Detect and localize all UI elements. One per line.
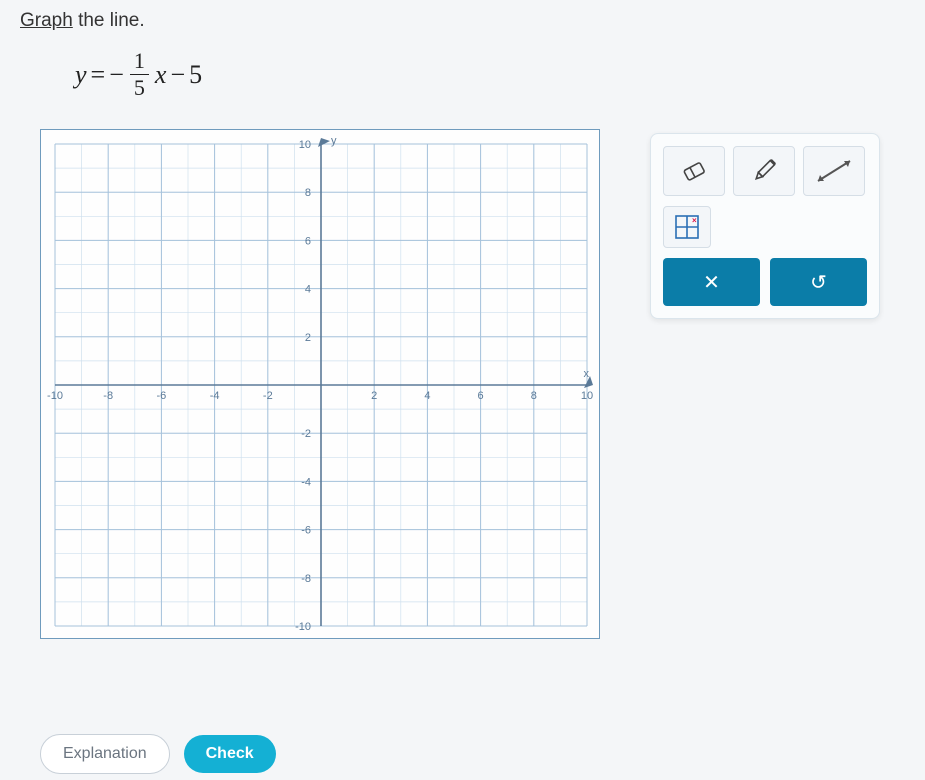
svg-text:8: 8: [305, 187, 311, 199]
svg-text:10: 10: [299, 139, 311, 151]
svg-text:y: y: [331, 135, 337, 147]
eq-sign: =: [91, 60, 106, 90]
svg-text:-4: -4: [301, 476, 311, 488]
instruction-text: Graph the line.: [20, 10, 905, 32]
svg-text:6: 6: [305, 235, 311, 247]
eq-numerator: 1: [130, 50, 149, 72]
bottom-button-row: Explanation Check: [40, 734, 276, 774]
close-icon: ✕: [703, 270, 720, 295]
equation: y = − 1 5 x − 5: [75, 50, 905, 99]
action-row: ✕ ↺: [663, 258, 867, 306]
grid-tool[interactable]: ×: [663, 206, 711, 248]
line-icon: [814, 156, 854, 186]
line-tool[interactable]: [803, 146, 865, 196]
graph-grid: -10 -8 -6 -4 -2 2 4 6 8 10 -10 -8 -6 -4 -2 2 4 6 8 10 x y: [41, 130, 601, 640]
graph-canvas[interactable]: -10 -8 -6 -4 -2 2 4 6 8 10 -10 -8 -6 -4 -2 2 4 6 8 10 x y: [40, 129, 600, 639]
svg-text:-4: -4: [210, 390, 220, 402]
eq-constant: 5: [189, 60, 202, 90]
pencil-tool[interactable]: [733, 146, 795, 196]
svg-text:2: 2: [371, 390, 377, 402]
eraser-icon: [679, 158, 709, 184]
svg-text:-10: -10: [47, 390, 63, 402]
grid-icon: ×: [673, 213, 701, 241]
svg-text:-6: -6: [157, 390, 167, 402]
svg-text:-6: -6: [301, 525, 311, 537]
svg-text:-2: -2: [301, 428, 311, 440]
svg-text:-2: -2: [263, 390, 273, 402]
tool-row-2: ×: [663, 206, 867, 248]
toolbox-panel: × ✕ ↺: [650, 133, 880, 319]
tool-row-1: [663, 146, 867, 196]
eq-fraction: 1 5: [130, 50, 149, 99]
svg-text:-10: -10: [295, 621, 311, 633]
pencil-icon: [749, 156, 779, 186]
svg-text:10: 10: [581, 390, 593, 402]
eq-variable: x: [155, 60, 167, 90]
svg-text:-8: -8: [103, 390, 113, 402]
svg-text:8: 8: [531, 390, 537, 402]
graph-link[interactable]: Graph: [20, 10, 73, 31]
close-button[interactable]: ✕: [663, 258, 760, 306]
svg-text:2: 2: [305, 332, 311, 344]
reset-button[interactable]: ↺: [770, 258, 867, 306]
svg-text:x: x: [584, 368, 590, 380]
eraser-tool[interactable]: [663, 146, 725, 196]
svg-text:×: ×: [692, 216, 697, 225]
svg-text:4: 4: [424, 390, 430, 402]
eq-neg: −: [109, 60, 124, 90]
svg-text:4: 4: [305, 284, 311, 296]
eq-denominator: 5: [130, 77, 149, 99]
eq-lhs: y: [75, 60, 87, 90]
explanation-button[interactable]: Explanation: [40, 734, 170, 774]
svg-text:-8: -8: [301, 573, 311, 585]
eq-minus: −: [170, 60, 185, 90]
reset-icon: ↺: [810, 270, 827, 295]
instruction-rest: the line.: [73, 10, 145, 31]
svg-text:6: 6: [478, 390, 484, 402]
check-button[interactable]: Check: [184, 735, 276, 773]
